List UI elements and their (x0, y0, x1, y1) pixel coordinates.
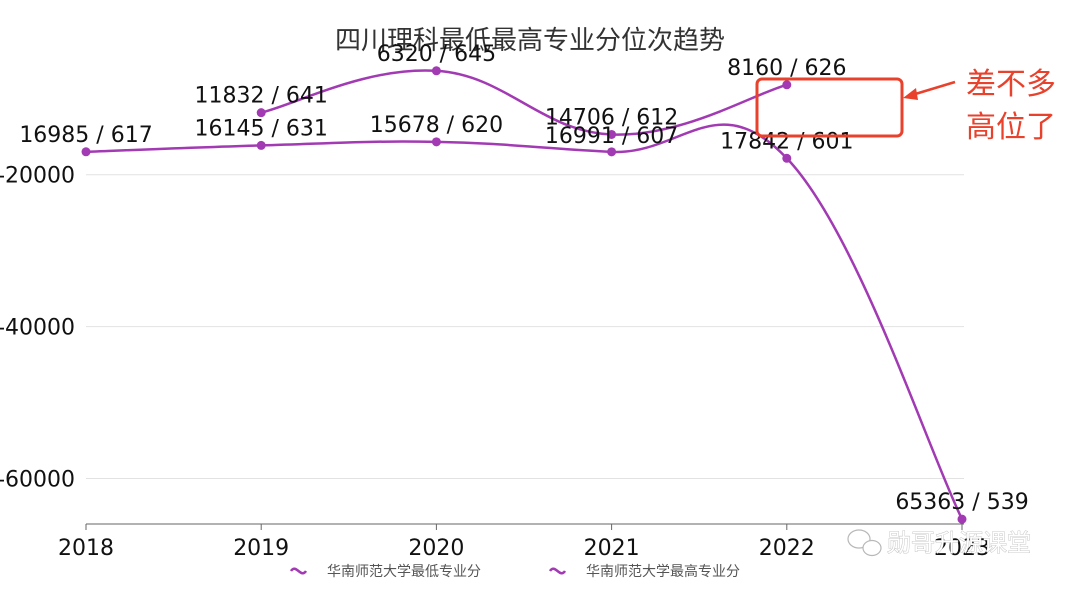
data-label: 65363 / 539 (895, 490, 1028, 515)
series-min-point (957, 514, 967, 524)
legend: 华南师范大学最低专业分 华南师范大学最高专业分 (289, 563, 740, 580)
chart-title: 四川理科最低最高专业分位次趋势 (335, 26, 725, 56)
legend-entry-min: 华南师范大学最低专业分 (327, 563, 481, 580)
data-labels: 16985 / 617 16145 / 631 15678 / 620 16991 /… (19, 42, 1028, 515)
grid-lines (86, 174, 964, 479)
series-lines (81, 66, 967, 524)
legend-swatch-min (289, 567, 308, 575)
series-min-line (85, 123, 964, 520)
legend-entry-max: 华南师范大学最高专业分 (586, 563, 740, 580)
wechat-icon (847, 529, 882, 557)
annotation-arrow (911, 80, 956, 97)
x-tick-label: 2023 (934, 536, 990, 561)
data-label: 16985 / 617 (19, 123, 152, 148)
annotation-arrowhead (903, 88, 918, 100)
annotation-text-line1: 差不多 (966, 67, 1056, 102)
x-tick-label: 2021 (584, 536, 640, 561)
x-tick-label: 2019 (233, 536, 289, 561)
series-max-point (431, 66, 441, 76)
series-min-point (81, 147, 91, 157)
data-label: 14706 / 612 (545, 105, 678, 130)
x-tick-label: 2018 (58, 536, 114, 561)
series-min-point (782, 153, 792, 163)
y-tick-label: -40000 (0, 316, 75, 341)
data-label: 6320 / 645 (377, 42, 496, 67)
data-label: 8160 / 626 (727, 56, 846, 81)
series-min-point (431, 137, 441, 147)
data-label: 16991 / 607 (545, 124, 678, 149)
x-tick-label: 2020 (408, 536, 464, 561)
series-min-point (256, 140, 266, 150)
watermark: 勋哥升源课堂 (847, 529, 1031, 557)
y-tick-label: -20000 (0, 164, 75, 189)
series-min-point (607, 147, 617, 157)
data-label: 17842 / 601 (720, 129, 853, 154)
y-tick-label: -60000 (0, 467, 75, 492)
x-tick-label: 2022 (759, 536, 815, 561)
x-axis: 2018 2019 2020 2021 2022 2023 (58, 523, 990, 561)
data-label: 15678 / 620 (370, 113, 503, 138)
data-label: 11832 / 641 (195, 84, 328, 109)
series-max-point (607, 129, 617, 139)
legend-swatch-max (548, 567, 567, 575)
y-axis-ticks: -20000 -40000 -60000 (0, 164, 75, 493)
series-max-point (256, 108, 266, 118)
data-label: 16145 / 631 (195, 116, 328, 141)
series-max-line (260, 69, 788, 136)
series-max-point (782, 80, 792, 90)
annotation-highlight-box (755, 77, 904, 138)
watermark-text: 勋哥升源课堂 (887, 529, 1031, 557)
annotation-text-line2: 高位了 (966, 110, 1056, 145)
